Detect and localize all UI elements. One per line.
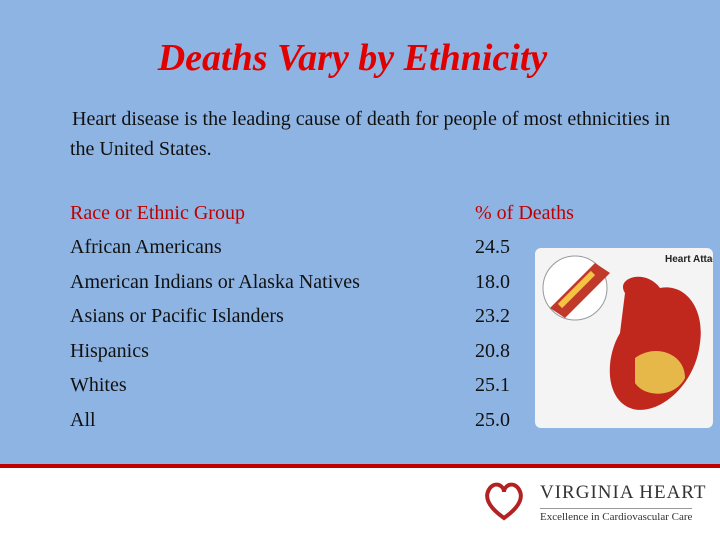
footer: VIRGINIA HEART Excellence in Cardiovascu… <box>0 464 720 540</box>
column-header: % of Deaths <box>475 202 574 224</box>
group-cell: African Americans <box>70 236 222 258</box>
logo-name: VIRGINIA HEART <box>540 482 707 503</box>
group-cell: Asians or Pacific Islanders <box>70 305 284 327</box>
damaged-area <box>635 350 685 394</box>
percent-cell: 18.0 <box>475 270 510 293</box>
group-cell: American Indians or Alaska Natives <box>70 270 360 293</box>
percent-cell: 25.1 <box>475 374 510 396</box>
percent-cell: 24.5 <box>475 236 510 258</box>
slide-title: Deaths Vary by Ethnicity <box>157 37 548 79</box>
group-cell: Whites <box>70 374 127 396</box>
percent-cell: 20.8 <box>475 339 510 362</box>
percent-cell: 25.0 <box>475 408 510 431</box>
column-header: Race or Ethnic Group <box>70 202 245 224</box>
figure-label: Heart Attack <box>665 254 713 265</box>
heart-figure: Heart Attack <box>535 248 713 428</box>
plaque <box>557 270 596 309</box>
logo-tagline: Excellence in Cardiovascular Care <box>540 508 693 523</box>
percent-cell: 23.2 <box>475 305 510 327</box>
logo-heart <box>485 482 523 521</box>
logo-icon <box>485 482 523 521</box>
intro-text: Heart disease is the leading cause of de… <box>70 108 671 160</box>
group-cell: All <box>70 408 96 431</box>
group-cell: Hispanics <box>70 339 149 362</box>
